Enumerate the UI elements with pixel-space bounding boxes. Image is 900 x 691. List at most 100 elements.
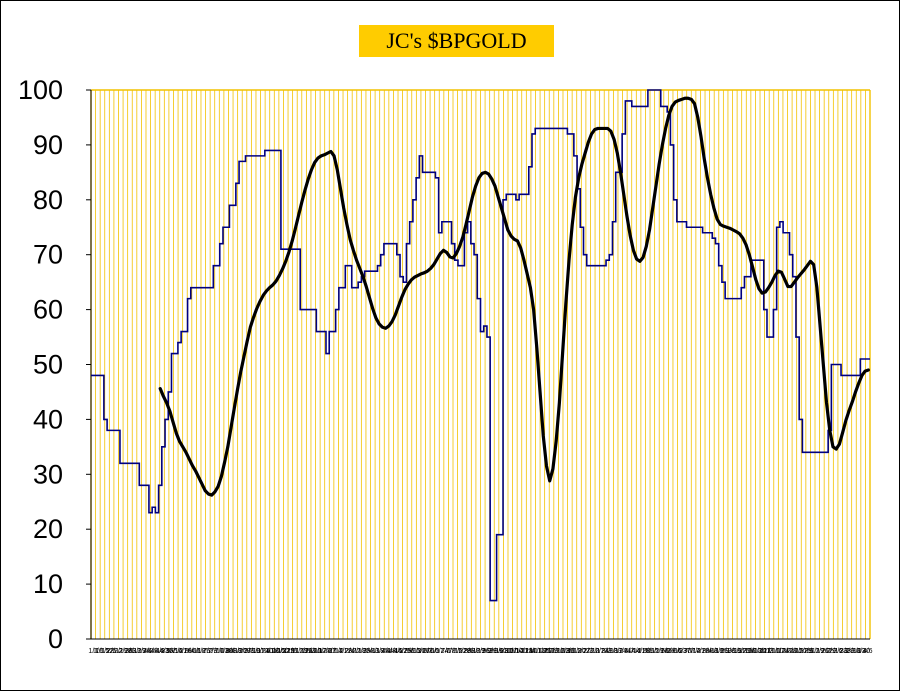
x-tick-label: 5/7: [166, 648, 176, 655]
x-tick-label: 11/10: [763, 648, 780, 655]
x-tick-label: 3/9: [845, 648, 855, 655]
x-tick-label: 1/19: [810, 648, 824, 655]
x-tick-label: 2/4: [345, 648, 355, 655]
x-tick-label: 12/30: [557, 648, 575, 655]
x-tick-label: 9/29: [737, 648, 751, 655]
x-tick-label: 3/10: [604, 648, 618, 655]
x-tick-label: 9/8: [725, 648, 735, 655]
x-tick-label: 9/23: [494, 648, 508, 655]
x-tick-label: 1/14: [329, 648, 343, 655]
x-tick-label: 11/25: [534, 648, 551, 655]
x-tick-label: 3/12: [128, 648, 142, 655]
x-tick-label: 10/29: [277, 648, 295, 655]
x-tick-label: 10/27: [754, 648, 772, 655]
x-tick-label: 8/11: [705, 648, 718, 655]
x-tick-label: 10/7: [503, 648, 517, 655]
raw-series-line: [91, 89, 870, 602]
y-tick-label: 20: [33, 514, 63, 544]
x-tick-label: 10/13: [744, 648, 762, 655]
x-tick-label: 9/17: [251, 648, 265, 655]
x-tick-label: 1/5: [803, 648, 813, 655]
x-tick-label: 4/23: [155, 648, 169, 655]
x-tick-label: 3/18: [371, 648, 385, 655]
x-tick-label: 7/16: [210, 648, 224, 655]
x-tick-label: 8/20: [233, 648, 247, 655]
x-tick-label: 10/28: [515, 648, 533, 655]
x-tick-label: 5/12: [646, 648, 660, 655]
x-tick-label: 12/31: [318, 648, 336, 655]
x-tick-label: 11/19: [291, 648, 308, 655]
x-tick-label: 2/17: [591, 648, 605, 655]
x-tick-label: 2/26: [119, 648, 133, 655]
x-tick-label: 9/9: [487, 648, 497, 655]
x-tick-label: 3/24: [613, 648, 627, 655]
x-tick-label: 9/3: [244, 648, 254, 655]
x-tick-label: 5/20: [412, 648, 426, 655]
y-tick-label: 40: [33, 404, 63, 434]
x-tick-label: 5/19: [650, 648, 664, 655]
x-tick-label: 3/5: [125, 648, 135, 655]
x-tick-label: 6/2: [661, 648, 671, 655]
x-tick-label: 9/30: [499, 648, 513, 655]
x-tick-label: 6/10: [426, 648, 440, 655]
y-tick-labels: 0 10 20 30 40 50 60 70 80 90 100: [18, 75, 91, 654]
x-tick-label: 5/28: [178, 648, 192, 655]
x-tick-label: 7/1: [441, 648, 451, 655]
x-tick-label: 2/11: [348, 648, 361, 655]
x-tick-label: 8/26: [476, 648, 490, 655]
x-tick-label: 9/16: [490, 648, 504, 655]
x-tick-label: 2/10: [586, 648, 600, 655]
x-tick-label: 7/8: [446, 648, 456, 655]
x-tick-label: 8/6: [226, 648, 236, 655]
x-tick-label: 4/8: [386, 648, 396, 655]
x-tick-label: 1/27: [577, 648, 591, 655]
y-tick-label: 10: [33, 569, 63, 599]
x-tick-label: 4/15: [389, 648, 403, 655]
x-tick-label: 1/12: [806, 648, 820, 655]
x-tick-label: 11/12: [286, 648, 303, 655]
x-tick-label: 8/19: [471, 648, 485, 655]
x-tick-label: 6/9: [666, 648, 676, 655]
x-tick-label: 4/22: [393, 648, 407, 655]
x-tick-label: 4/28: [636, 648, 650, 655]
x-tick-label: 3/16: [847, 648, 861, 655]
y-tick-label: 90: [33, 130, 63, 160]
x-tick-label: 9/22: [733, 648, 747, 655]
y-tick-label: 70: [33, 240, 63, 270]
x-tick-label: 12/23: [552, 648, 570, 655]
x-tick-label: 2/23: [833, 648, 847, 655]
x-tick-label: 8/27: [238, 648, 252, 655]
x-tick-label: 7/23: [215, 648, 229, 655]
x-tick-label: 2/16: [829, 648, 843, 655]
x-tick-label: 8/18: [710, 648, 724, 655]
x-tick-label: 2/5: [107, 648, 117, 655]
x-tick-label: 1/13: [568, 648, 582, 655]
x-tick-label: 10/21: [511, 648, 529, 655]
x-tick-label: 11/26: [296, 648, 313, 655]
x-tick-label: 5/6: [405, 648, 415, 655]
x-tick-labels: 1/11/61/151/222/52/122/192/263/53/123/19…: [88, 648, 872, 655]
x-tick-label: 10/1: [261, 648, 275, 655]
x-tick-label: 12/3: [302, 648, 316, 655]
x-tick-label: 12/22: [790, 648, 808, 655]
x-tick-label: 10/20: [749, 648, 767, 655]
x-tick-label: 7/29: [458, 648, 472, 655]
x-tick-label: 4/14: [627, 648, 641, 655]
x-tick-label: 5/27: [416, 648, 430, 655]
x-tick-label: 2/3: [583, 648, 593, 655]
smoothed-series-line: [158, 96, 870, 497]
chart-title: JC's $BPGOLD: [359, 25, 554, 57]
x-tick-label: 5/14: [169, 648, 183, 655]
x-tick-label: 1/22: [100, 648, 114, 655]
x-tick-label: 3/17: [609, 648, 623, 655]
x-tick-label: 6/18: [192, 648, 206, 655]
x-tick-label: 12/8: [783, 648, 797, 655]
x-tick-label: 11/3: [760, 648, 773, 655]
x-tick-label: 1/6: [93, 648, 103, 655]
y-tick-label: 50: [33, 350, 63, 380]
x-tick-label: 5/21: [174, 648, 188, 655]
x-tick-label: 10/15: [268, 648, 286, 655]
x-tick-label: 12/2: [540, 648, 554, 655]
x-tick-label: 3/4: [363, 648, 373, 655]
